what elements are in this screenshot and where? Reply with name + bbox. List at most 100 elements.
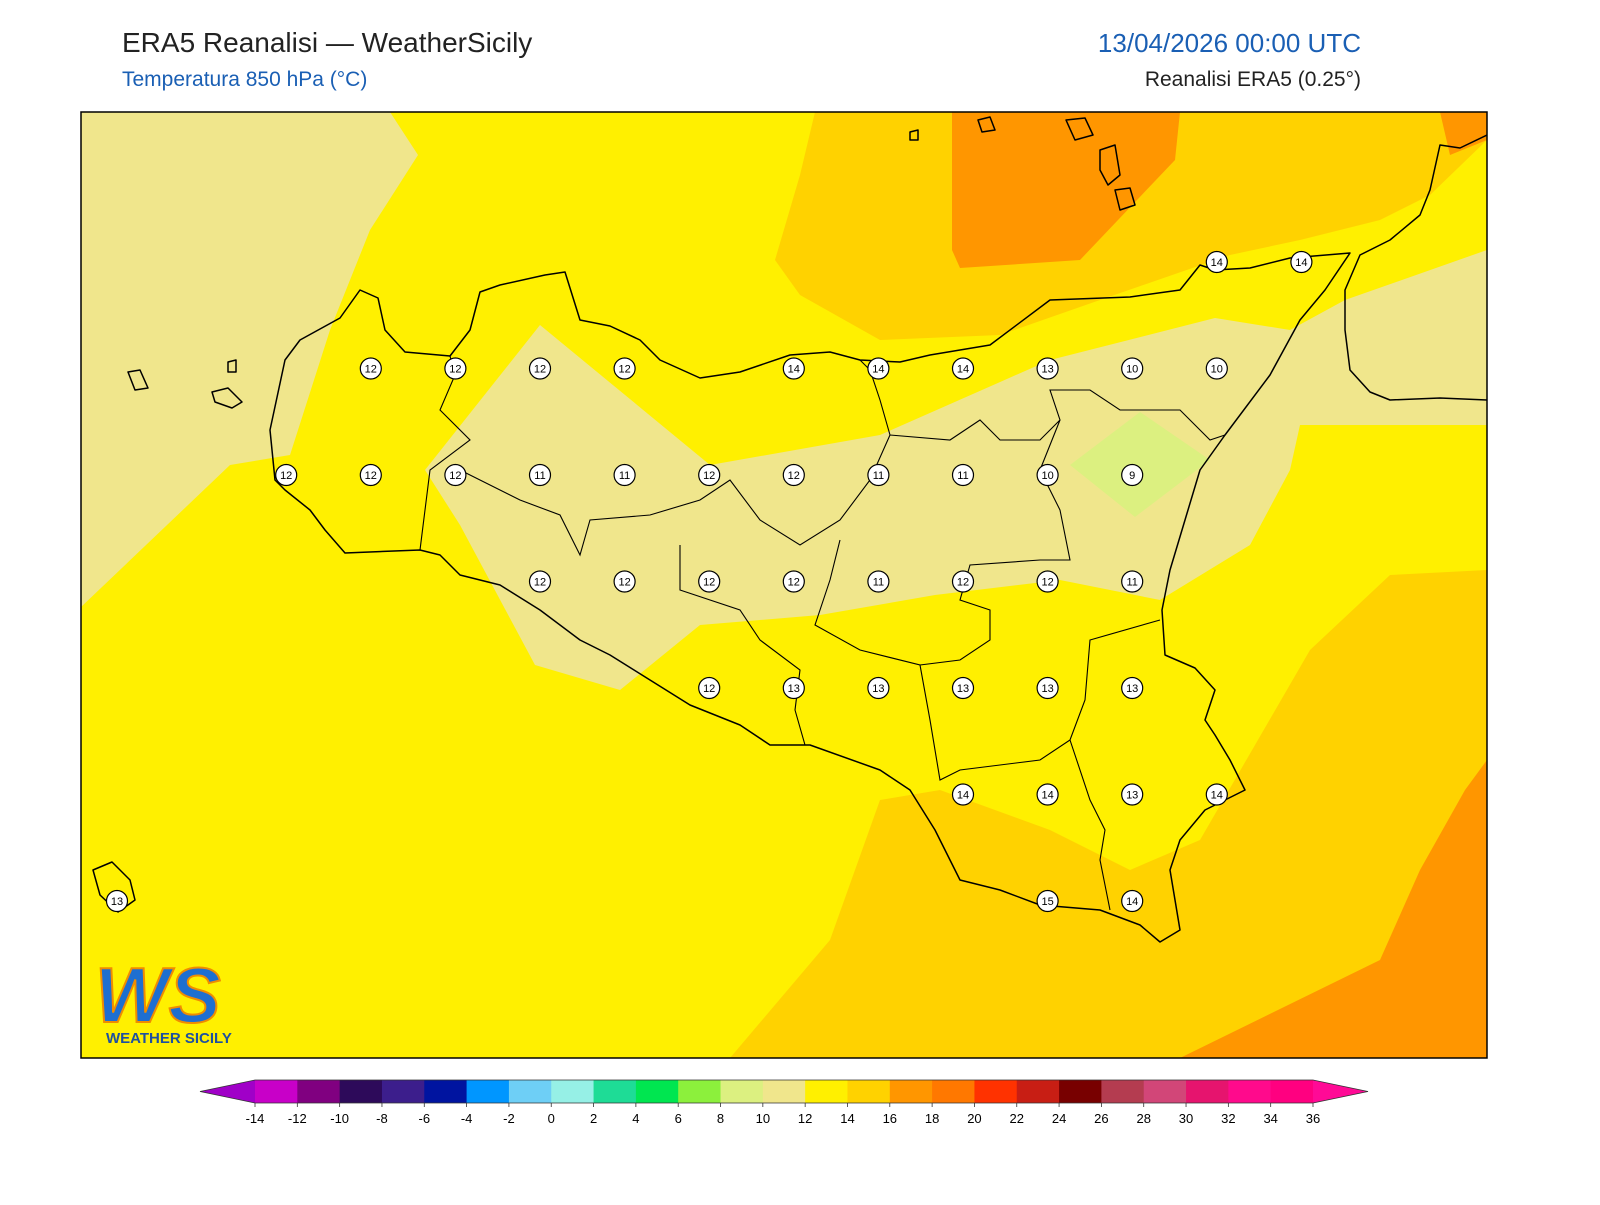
colorbar-segment	[678, 1080, 722, 1103]
grid-point: 13	[867, 676, 890, 700]
colorbar-extend	[200, 1080, 255, 1103]
coastline	[269, 252, 1351, 943]
grid-point-label: 12	[703, 683, 715, 695]
colorbar-segment	[1270, 1080, 1314, 1103]
logo-letters: WS	[95, 951, 221, 1039]
grid-point: 13	[105, 889, 129, 913]
grid-point-label: 12	[449, 364, 461, 376]
colorbar-tick-label: 30	[1179, 1111, 1193, 1126]
colorbar-segment	[1101, 1080, 1145, 1103]
colorbar-tick-label: -10	[330, 1111, 349, 1126]
grid-point-marker	[1036, 357, 1059, 380]
grid-point-marker	[951, 570, 975, 593]
grid-point-marker	[698, 676, 721, 700]
grid-point-marker	[444, 357, 467, 380]
colorbar-segment	[762, 1080, 806, 1103]
grid-point-label: 12	[703, 577, 715, 589]
colorbar-segment	[847, 1080, 891, 1103]
grid-point-label: 13	[1126, 683, 1138, 695]
colorbar-tick-label: -12	[288, 1111, 307, 1126]
grid-point: 13	[1121, 783, 1144, 806]
grid-point-label: 12	[957, 577, 969, 589]
colorbar-segment	[508, 1080, 552, 1103]
grid-point: 11	[951, 463, 975, 487]
colorbar-tick-label: 24	[1052, 1111, 1066, 1126]
grid-point: 13	[1036, 676, 1059, 700]
grid-point-label: 14	[1126, 896, 1138, 908]
grid-point-marker	[1036, 463, 1059, 487]
colorbar-segment	[466, 1080, 510, 1103]
grid-point: 12	[359, 357, 382, 380]
grid-point-marker	[951, 463, 975, 487]
grid-point-marker	[359, 463, 382, 487]
grid-point-label: 11	[1126, 577, 1137, 589]
grid-point-label: 13	[1126, 790, 1138, 802]
grid-point-marker	[613, 463, 636, 487]
grid-point-marker	[1121, 889, 1144, 913]
source: Reanalisi ERA5 (0.25°)	[1145, 68, 1361, 91]
colorbar-segment	[551, 1080, 595, 1103]
temperature-field	[1440, 112, 1487, 155]
grid-point-label: 14	[1295, 257, 1307, 269]
colorbar-tick-label: 28	[1136, 1111, 1150, 1126]
grid-point: 12	[444, 463, 467, 487]
grid-point-label: 14	[957, 790, 969, 802]
colorbar-tick-label: -8	[376, 1111, 388, 1126]
grid-point-marker	[528, 357, 552, 380]
colorbar-segment	[424, 1080, 468, 1103]
colorbar-tick-label: 36	[1306, 1111, 1320, 1126]
temperature-field	[730, 570, 1487, 1058]
grid-point-label: 12	[788, 470, 800, 482]
colorbar-segment	[593, 1080, 637, 1103]
colorbar-tick-label: 8	[717, 1111, 724, 1126]
grid-point: 14	[951, 357, 975, 380]
grid-point: 13	[782, 676, 805, 700]
colorbar-tick-label: 12	[798, 1111, 812, 1126]
grid-point-label: 12	[534, 577, 546, 589]
subtitle: Temperatura 850 hPa (°C)	[122, 68, 367, 91]
grid-point: 13	[1121, 676, 1144, 700]
colorbar-tick-label: 20	[967, 1111, 981, 1126]
grid-point-marker	[359, 357, 382, 380]
colorbar-segment	[381, 1080, 425, 1103]
grid-point: 13	[1036, 357, 1059, 380]
grid-point-marker	[951, 357, 975, 380]
grid-point-marker	[698, 570, 721, 593]
temperature-field	[1180, 760, 1487, 1058]
colorbar-tick-label: 14	[840, 1111, 854, 1126]
grid-values: 14 14 12 12 12 12 14 14 14 13 10 10 12 12 12 11 11 12 12 11…	[105, 250, 1313, 913]
grid-point-label: 10	[1211, 364, 1223, 376]
grid-point: 12	[613, 357, 636, 380]
colorbar-tick-label: 4	[632, 1111, 639, 1126]
grid-point-marker	[782, 676, 805, 700]
colorbar-tick-label: 32	[1221, 1111, 1235, 1126]
grid-point-label: 11	[534, 470, 545, 482]
grid-point: 12	[528, 570, 552, 593]
grid-point-label: 12	[788, 577, 800, 589]
grid-point-marker	[951, 783, 975, 806]
colorbar-segment	[635, 1080, 679, 1103]
temperature-field	[81, 112, 418, 607]
grid-point-marker	[867, 357, 890, 380]
grid-point-label: 11	[619, 470, 630, 482]
grid-point-label: 13	[872, 683, 884, 695]
grid-point: 14	[1290, 250, 1313, 274]
grid-point: 12	[528, 357, 552, 380]
colorbar-tick-label: -14	[246, 1111, 265, 1126]
grid-point-marker	[867, 570, 890, 593]
grid-point: 12	[444, 357, 467, 380]
grid-point-marker	[613, 570, 636, 593]
colorbar-tick-label: 16	[883, 1111, 897, 1126]
grid-point-marker	[1290, 250, 1313, 274]
grid-point-label: 13	[1041, 683, 1053, 695]
datetime: 13/04/2026 00:00 UTC	[1098, 28, 1361, 58]
colorbar-segment	[255, 1080, 298, 1103]
grid-point: 11	[613, 463, 636, 487]
grid-point: 14	[1205, 783, 1228, 806]
grid-point-label: 15	[1041, 896, 1053, 908]
grid-point-label: 12	[449, 470, 461, 482]
grid-point-marker	[528, 570, 552, 593]
colorbar-tick-label: 10	[756, 1111, 770, 1126]
